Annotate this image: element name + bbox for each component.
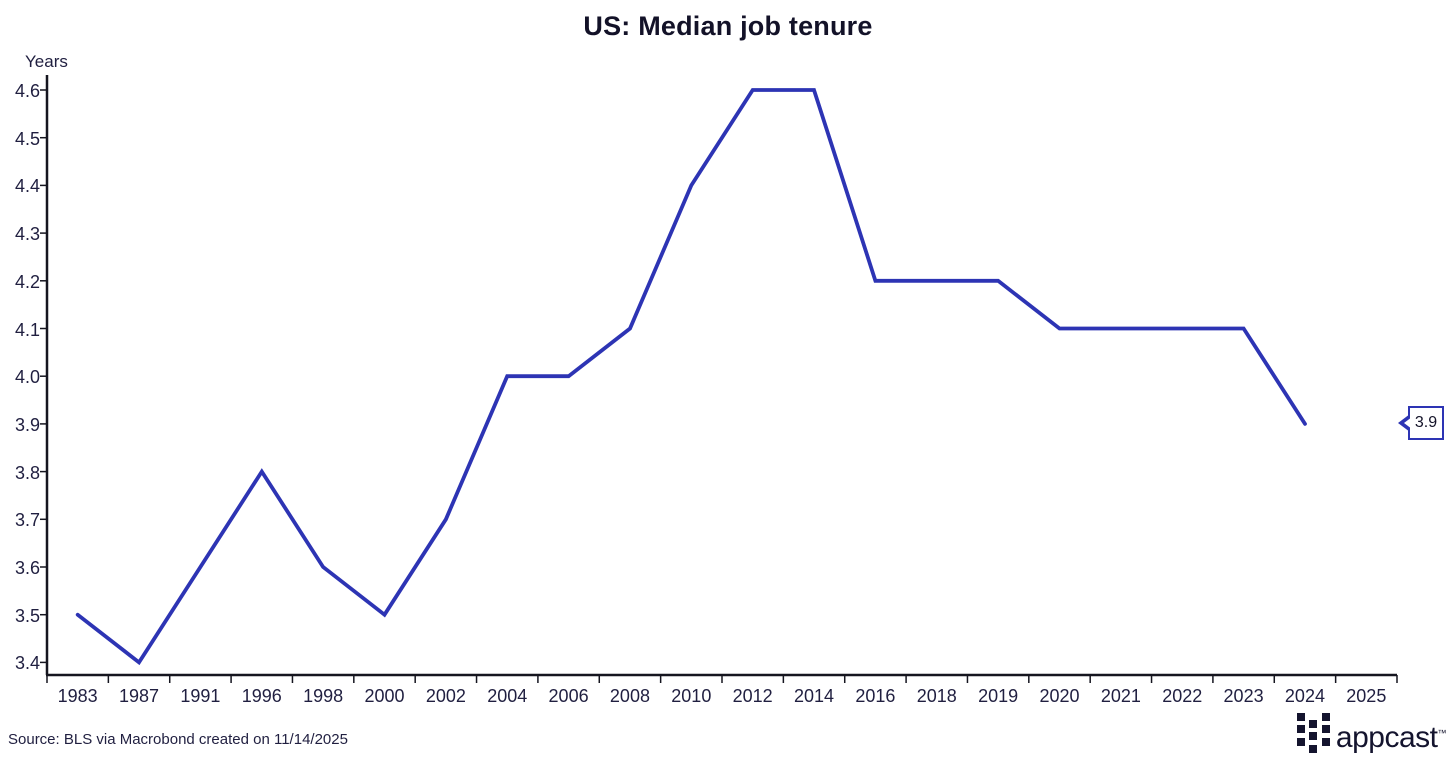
- logo-square: [1321, 737, 1330, 746]
- x-tick-label: 1987: [119, 686, 160, 706]
- x-tick-label: 2002: [425, 686, 466, 706]
- x-tick-label: 2020: [1039, 686, 1080, 706]
- x-tick-label: 2024: [1284, 686, 1325, 706]
- y-tick-label: 3.7: [14, 510, 40, 531]
- tenure-line-series: [75, 88, 1307, 666]
- y-tick-label: 4.0: [14, 367, 40, 388]
- y-tick-label: 4.2: [14, 271, 40, 292]
- x-tick-label: 2008: [609, 686, 650, 706]
- y-tick-label: 4.6: [14, 81, 40, 101]
- logo-square: [1321, 725, 1330, 733]
- y-tick-label: 3.6: [14, 558, 40, 578]
- logo-square: [1309, 719, 1318, 728]
- logo-square: [1309, 732, 1318, 740]
- appcast-trademark: ™: [1437, 728, 1447, 738]
- x-tick-label: 2000: [364, 686, 405, 706]
- x-tick-label: 1983: [57, 686, 98, 706]
- x-tick-label: 2006: [548, 686, 589, 706]
- y-tick-label: 4.1: [14, 319, 40, 340]
- appcast-logo: appcast™: [1296, 710, 1447, 761]
- chart-title: US: Median job tenure: [583, 11, 873, 41]
- appcast-logo-mark-icon: [1296, 712, 1330, 759]
- y-tick-label: 3.8: [14, 462, 40, 483]
- x-tick-label: 2019: [978, 686, 1019, 706]
- last-value-callout: 3.9: [1398, 406, 1444, 440]
- y-tick-label: 3.4: [14, 653, 40, 674]
- appcast-wordmark: appcast: [1335, 721, 1438, 754]
- y-tick-label: 3.5: [14, 605, 40, 626]
- logo-square: [1296, 712, 1305, 721]
- logo-square: [1321, 712, 1330, 721]
- x-tick-label: 2025: [1346, 686, 1387, 706]
- x-tick-label: 2016: [855, 686, 896, 706]
- y-axis-title: Years: [25, 52, 68, 71]
- callout-value: 3.9: [1414, 414, 1438, 431]
- x-tick-label: 1996: [241, 686, 282, 706]
- x-tick-label: 2022: [1162, 686, 1203, 706]
- x-tick-label: 2004: [487, 686, 528, 706]
- x-tick-label: 2018: [916, 686, 957, 706]
- logo-square: [1296, 725, 1305, 733]
- x-tick-label: 2012: [732, 686, 773, 706]
- x-tick-label: 2014: [794, 686, 835, 706]
- x-tick-label: 1991: [180, 686, 221, 706]
- x-tick-label: 2010: [671, 686, 712, 706]
- callout-arrow-inner: [1404, 417, 1412, 429]
- logo-square: [1309, 744, 1318, 753]
- y-tick-label: 4.5: [14, 128, 40, 149]
- source-note: Source: BLS via Macrobond created on 11/…: [8, 731, 348, 748]
- appcast-logo-text: appcast™: [1335, 710, 1447, 761]
- y-tick-label: 4.4: [14, 176, 40, 197]
- logo-square: [1296, 737, 1305, 746]
- y-tick-label: 4.3: [14, 224, 40, 245]
- x-tick-label: 1998: [303, 686, 344, 706]
- x-tick-label: 2021: [1100, 686, 1141, 706]
- x-tick-label: 2023: [1223, 686, 1264, 706]
- y-tick-label: 3.9: [14, 414, 40, 435]
